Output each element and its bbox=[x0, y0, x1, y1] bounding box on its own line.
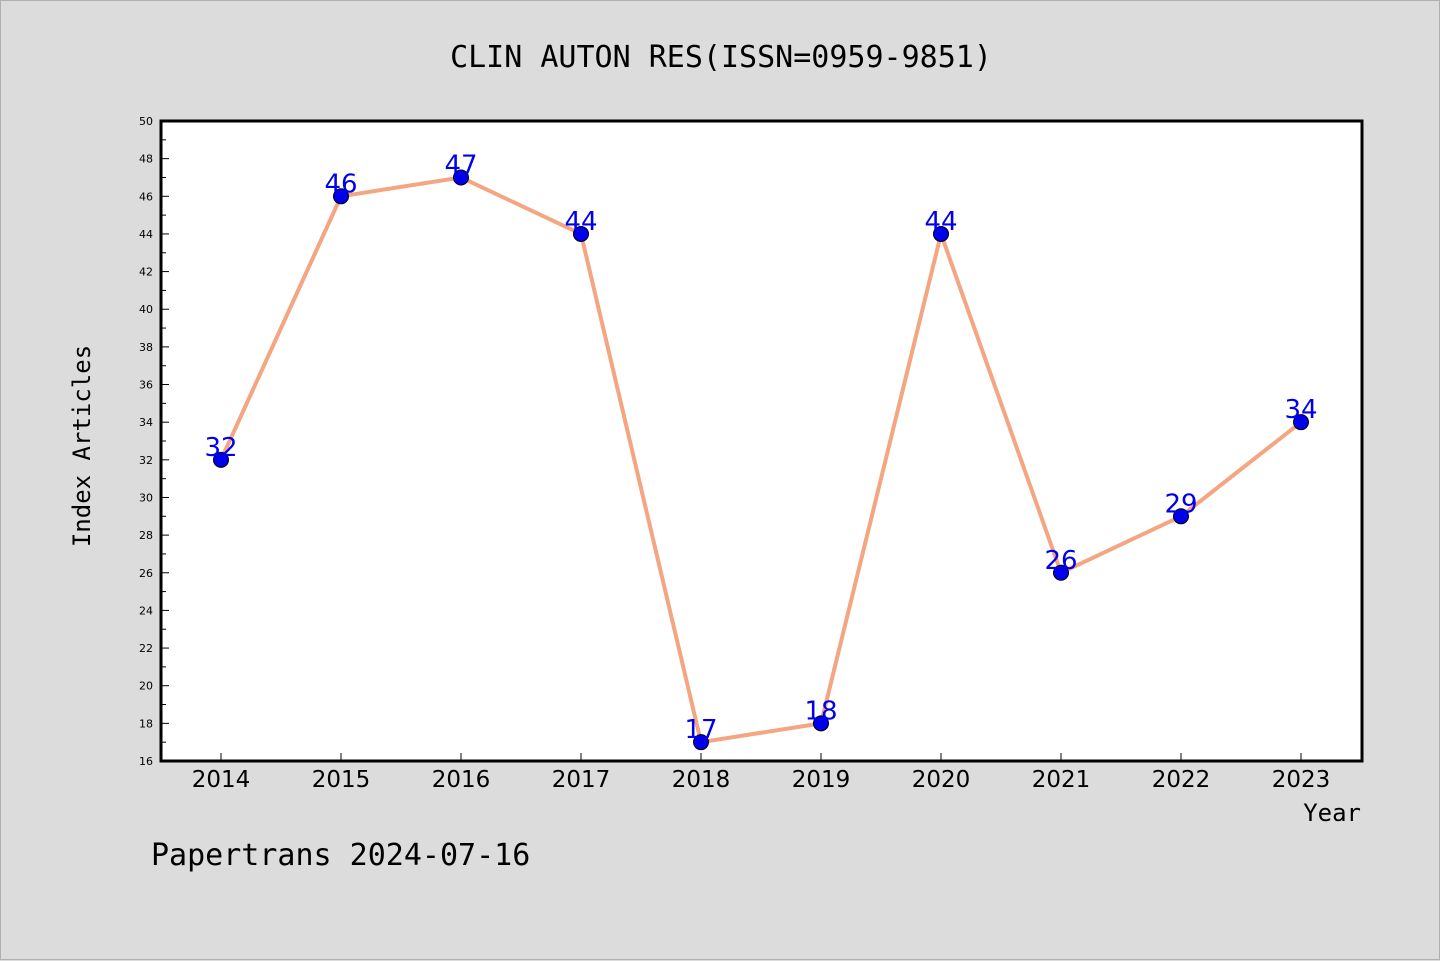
y-tick-label: 20 bbox=[139, 680, 153, 693]
data-point bbox=[213, 451, 229, 468]
y-tick-label: 48 bbox=[139, 153, 153, 166]
x-tick-label: 2023 bbox=[1272, 767, 1331, 793]
y-tick-label: 22 bbox=[139, 642, 153, 655]
data-label: 29 bbox=[1164, 489, 1197, 519]
y-axis: 16 18 20 22 24 26 28 30 32 34 36 38 40 42 44 46 48 50 bbox=[139, 115, 169, 768]
y-tick-label: 26 bbox=[139, 567, 153, 580]
x-tick-label: 2016 bbox=[432, 767, 491, 793]
footer-credit: Papertrans 2024-07-16 bbox=[151, 838, 530, 873]
data-point bbox=[813, 715, 829, 732]
data-point bbox=[453, 169, 469, 186]
y-tick-label: 32 bbox=[139, 454, 153, 467]
x-tick-label: 2018 bbox=[672, 767, 731, 793]
data-label: 46 bbox=[324, 169, 357, 199]
data-point bbox=[693, 734, 709, 751]
data-point bbox=[1173, 508, 1189, 525]
x-axis-label: Year bbox=[1303, 799, 1361, 827]
y-tick-label: 28 bbox=[139, 529, 153, 542]
series-line bbox=[219, 175, 1303, 745]
y-tick-label: 24 bbox=[139, 604, 153, 617]
data-label: 47 bbox=[444, 150, 477, 180]
x-axis: 2014 2015 2016 2017 2018 2019 2020 2021 2022 2023 bbox=[192, 753, 1331, 793]
data-labels: 32 46 47 44 17 18 44 26 29 34 bbox=[204, 150, 1317, 745]
y-tick-label: 44 bbox=[139, 228, 153, 241]
data-point bbox=[1293, 414, 1309, 431]
data-point bbox=[1053, 564, 1069, 581]
data-label: 18 bbox=[804, 696, 837, 726]
y-tick-label: 42 bbox=[139, 266, 153, 279]
data-label: 26 bbox=[1044, 546, 1077, 576]
x-tick-label: 2021 bbox=[1032, 767, 1091, 793]
y-tick-label: 18 bbox=[139, 717, 153, 730]
y-tick-label: 50 bbox=[139, 115, 153, 128]
x-tick-label: 2017 bbox=[552, 767, 611, 793]
y-tick-label: 36 bbox=[139, 379, 153, 392]
data-label: 44 bbox=[564, 207, 597, 237]
y-tick-label: 16 bbox=[139, 755, 153, 768]
x-tick-label: 2015 bbox=[312, 767, 371, 793]
y-tick-label: 46 bbox=[139, 190, 153, 203]
plot-area bbox=[159, 119, 1364, 763]
data-label: 34 bbox=[1284, 395, 1317, 425]
y-tick-label: 38 bbox=[139, 341, 153, 354]
x-tick-label: 2019 bbox=[792, 767, 851, 793]
data-label: 32 bbox=[204, 433, 237, 463]
data-label: 44 bbox=[924, 207, 957, 237]
y-tick-label: 34 bbox=[139, 416, 153, 429]
y-tick-label: 30 bbox=[139, 491, 153, 504]
data-point bbox=[933, 225, 949, 242]
y-axis-label: Index Articles bbox=[68, 345, 96, 547]
data-label: 17 bbox=[684, 715, 717, 745]
x-tick-label: 2020 bbox=[912, 767, 971, 793]
data-point bbox=[573, 225, 589, 242]
y-tick-label: 40 bbox=[139, 303, 153, 316]
x-tick-label: 2022 bbox=[1152, 767, 1211, 793]
chart-title: CLIN AUTON RES(ISSN=0959-9851) bbox=[450, 40, 992, 75]
data-point bbox=[333, 188, 349, 205]
data-points bbox=[213, 169, 1309, 751]
x-tick-label: 2014 bbox=[192, 767, 251, 793]
